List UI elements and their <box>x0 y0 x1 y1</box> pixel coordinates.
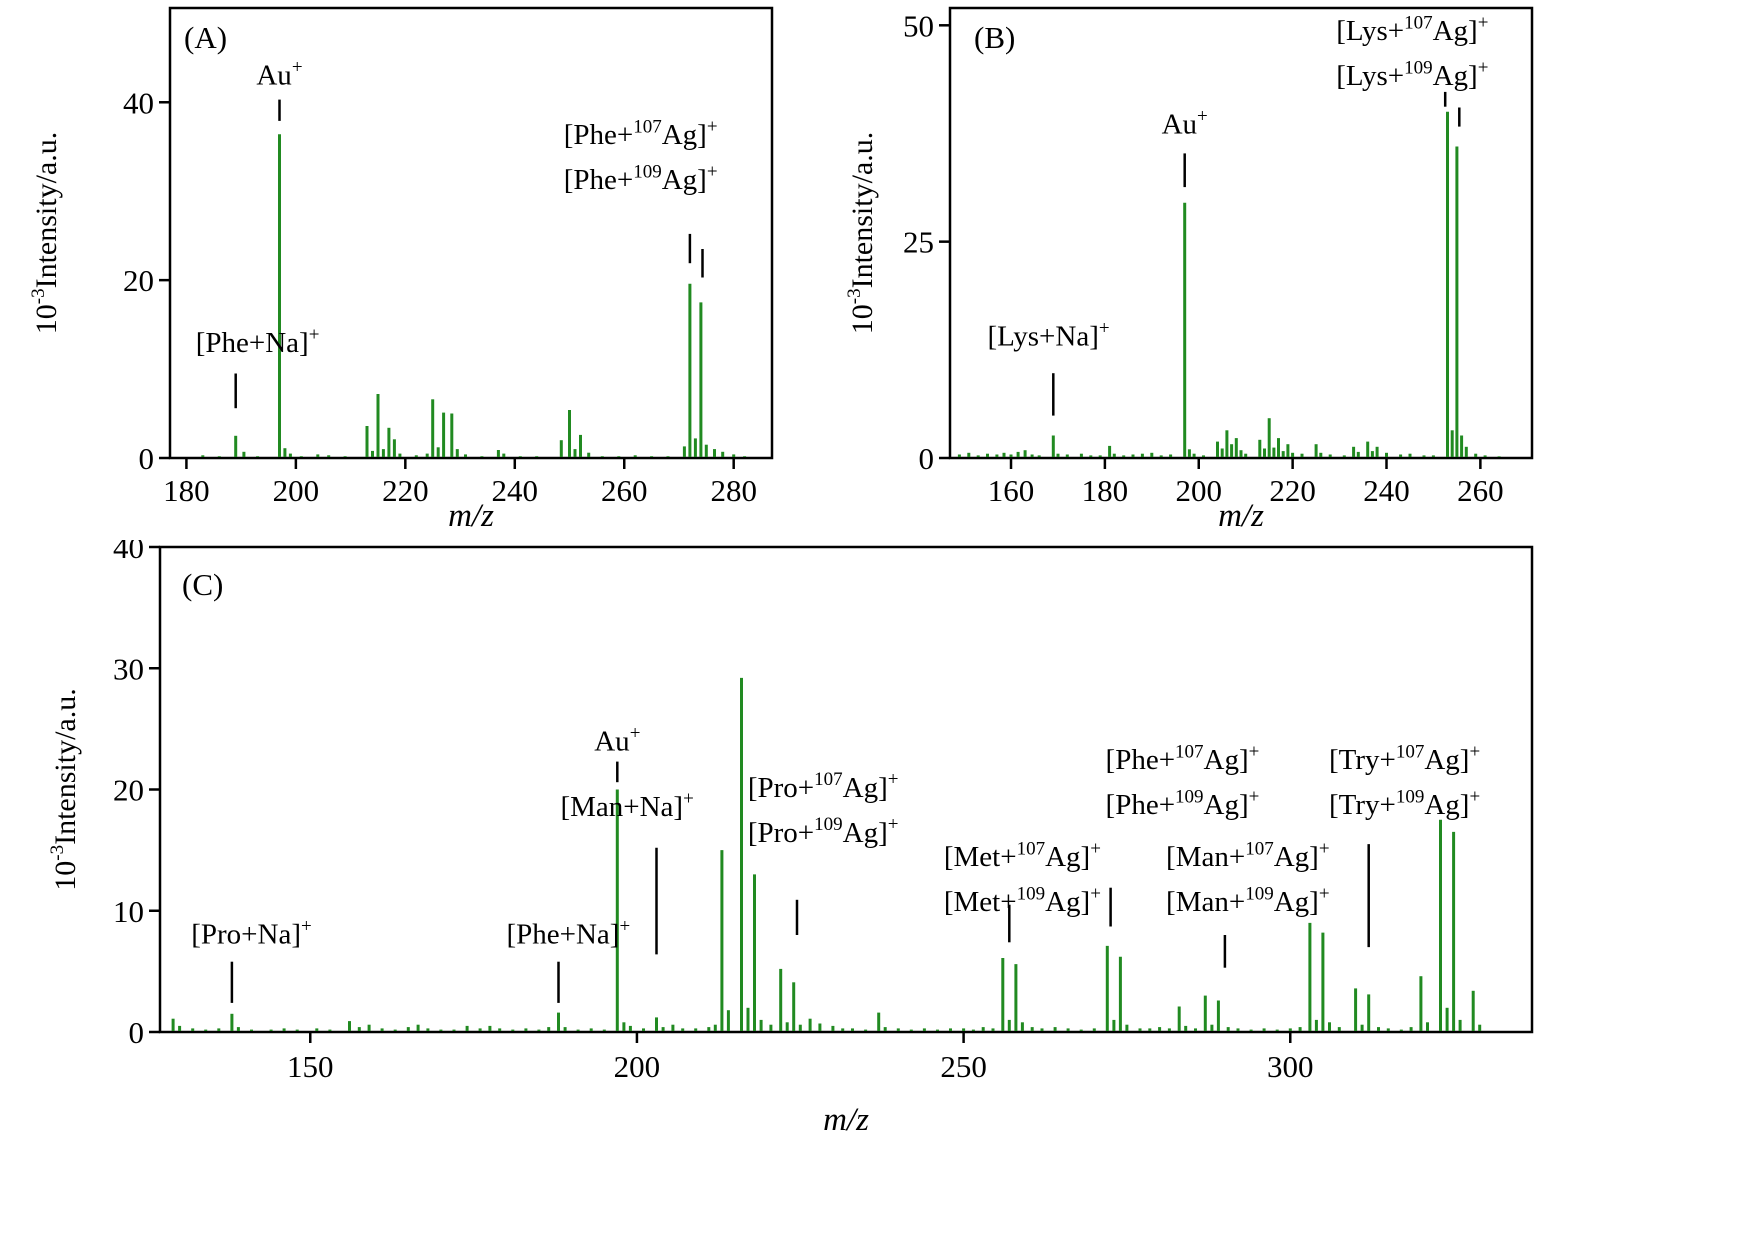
annotation-label: [Phe+107Ag]+ <box>1106 741 1260 776</box>
annotation-label: Au+ <box>594 723 640 758</box>
x-tick-label: 200 <box>273 473 320 508</box>
panel-b: 160 180 200 220 240 260 0 25 50 m/z 10-3Intensity/… <box>840 0 1754 540</box>
plot-frame <box>948 6 1534 460</box>
x-tick-label: 200 <box>1176 473 1223 508</box>
x-tick-label: 260 <box>1457 473 1504 508</box>
plot-frame <box>168 6 774 460</box>
annotation-label: [Pro+107Ag]+ <box>748 769 899 804</box>
annotation-label: [Lys+109Ag]+ <box>1336 57 1488 92</box>
y-tick-label: 10 <box>113 894 144 929</box>
x-axis-title: m/z <box>448 498 494 534</box>
panel-c: 150 200 250 300 0 10 20 30 40 m/z 10-3Intensity/a.… <box>0 540 1754 1252</box>
panel-a: 180 200 220 240 260 280 0 20 40 m/z 10-3Intensity/… <box>0 0 800 540</box>
annotation-label: [Man+109Ag]+ <box>1166 883 1330 918</box>
annotation-label: [Phe+Na]+ <box>506 916 630 951</box>
y-tick-label: 40 <box>123 85 154 120</box>
annotation-label: [Phe+109Ag]+ <box>564 161 718 196</box>
annotation-label: Au+ <box>1162 106 1208 141</box>
x-tick-label: 200 <box>614 1049 661 1084</box>
y-axis-title: 10-3Intensity/a.u. <box>844 132 879 334</box>
y-tick-label: 20 <box>123 263 154 298</box>
annotation-label: [Phe+109Ag]+ <box>1106 786 1260 821</box>
annotation-label: Au+ <box>256 57 302 92</box>
y-tick-label: 0 <box>919 441 935 476</box>
x-tick-label: 220 <box>1269 473 1316 508</box>
x-tick-label: 250 <box>940 1049 987 1084</box>
spectrum-chart-a: 180 200 220 240 260 280 0 20 40 m/z 10-3Intensity/… <box>28 6 774 534</box>
x-tick-label: 240 <box>1363 473 1410 508</box>
x-axis-title: m/z <box>1218 498 1264 534</box>
x-tick-label: 260 <box>601 473 648 508</box>
x-tick-label: 240 <box>492 473 539 508</box>
panel-label: (B) <box>974 20 1015 55</box>
x-tick-label: 160 <box>988 473 1035 508</box>
annotation-label: [Try+109Ag]+ <box>1329 786 1480 821</box>
annotation-label: [Phe+Na]+ <box>196 325 320 360</box>
y-axis-title: 10-3Intensity/a.u. <box>47 688 82 890</box>
annotation-label: [Pro+109Ag]+ <box>748 814 899 849</box>
annotation-label: [Lys+107Ag]+ <box>1336 12 1488 47</box>
y-axis-title: 10-3Intensity/a.u. <box>28 132 63 334</box>
x-axis-title: m/z <box>823 1102 869 1138</box>
annotation-label: [Pro+Na]+ <box>191 916 312 951</box>
x-tick-label: 280 <box>710 473 757 508</box>
spectrum-chart-b: 160 180 200 220 240 260 0 25 50 m/z 10-3Intensity/… <box>844 6 1534 534</box>
panel-label: (C) <box>182 567 223 602</box>
annotation-label: [Phe+107Ag]+ <box>564 116 718 151</box>
spectrum-chart-c: 150 200 250 300 0 10 20 30 40 m/z 10-3Intensity/a.… <box>47 540 1534 1138</box>
annotation-label: [Lys+Na]+ <box>988 318 1110 353</box>
x-tick-label: 180 <box>163 473 210 508</box>
y-tick-label: 25 <box>903 225 934 260</box>
x-tick-label: 300 <box>1267 1049 1314 1084</box>
panel-label: (A) <box>184 20 227 55</box>
annotation-label: [Man+Na]+ <box>560 789 693 824</box>
annotation-label: [Met+107Ag]+ <box>944 838 1101 873</box>
annotation-label: [Met+109Ag]+ <box>944 883 1101 918</box>
y-tick-label: 20 <box>113 773 144 808</box>
y-tick-label: 50 <box>903 8 934 43</box>
y-tick-label: 40 <box>113 540 144 565</box>
y-tick-label: 30 <box>113 651 144 686</box>
annotation-label: [Man+107Ag]+ <box>1166 838 1330 873</box>
x-tick-label: 220 <box>382 473 429 508</box>
y-tick-label: 0 <box>129 1015 145 1050</box>
y-tick-label: 0 <box>139 441 155 476</box>
x-tick-label: 150 <box>287 1049 334 1084</box>
annotation-label: [Try+107Ag]+ <box>1329 741 1480 776</box>
x-tick-label: 180 <box>1082 473 1129 508</box>
